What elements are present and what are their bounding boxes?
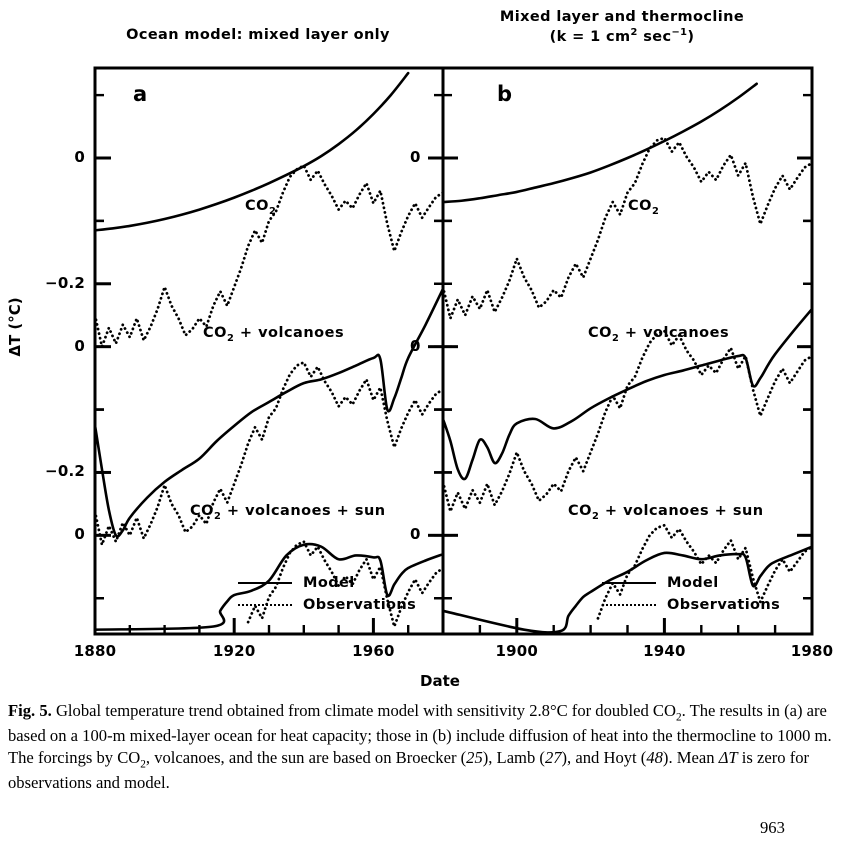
legend-panel-a: Model Observations — [238, 572, 416, 616]
caption-co2-subscript-1: 2 — [675, 711, 682, 724]
x-tick-label-b-2: 1980 — [790, 642, 834, 660]
legend-panel-b: Model Observations — [602, 572, 780, 616]
annotation-a-co2-subscript: 2 — [268, 205, 277, 217]
caption-part-4: . The results in (a) are based on a 100-… — [8, 701, 832, 767]
annotation-a-co2vs-text: CO — [190, 503, 214, 519]
x-tick-label-b-1: 1940 — [643, 642, 686, 660]
legend-row-observations-b: Observations — [602, 594, 780, 616]
annotation-b-co2v-subscript: 2 — [611, 332, 620, 344]
curve-panel-b-band-2-model — [441, 545, 814, 634]
panel-a-title: Ocean model: mixed layer only — [88, 26, 428, 45]
y-tick-label-left-3: 0 — [74, 336, 85, 355]
data-curves — [93, 71, 814, 634]
caption-ref-25: 25 — [466, 747, 483, 767]
x-tick-label-a-2: 1960 — [352, 642, 395, 660]
legend-line-solid-icon — [602, 577, 656, 589]
legend-row-observations-a: Observations — [238, 594, 416, 616]
annotation-b-co2vs-text: CO — [568, 503, 592, 519]
curve-panel-a-band-0-model — [93, 71, 410, 232]
panel-b-title-sec: sec — [637, 28, 672, 45]
y-tick-label-mid-0: 0 — [410, 148, 421, 166]
annotation-a-co2-text: CO — [245, 198, 269, 214]
y-tick-label-left-1: 0 — [74, 148, 85, 166]
annotation-b-co2v-suffix: + volcanoes — [619, 325, 730, 341]
panel-a-title-text: Ocean model: mixed layer only — [126, 27, 390, 43]
legend-label-model-a: Model — [303, 575, 355, 591]
annotation-a-co2vs-suffix: + volcanoes + sun — [221, 503, 386, 519]
caption-part-6: , volcanoes, and the sun are based on Br… — [145, 747, 467, 767]
caption-part-2: Global temperature trend obtained from c… — [51, 701, 676, 720]
plot-frames — [93, 66, 814, 636]
y-tick-label-left-5: 0 — [74, 525, 85, 544]
curve-panel-a-band-1-model — [93, 287, 445, 538]
figure-caption: Fig. 5. Global temperature trend obtaine… — [8, 700, 860, 793]
x-tick-label-b-0: 1900 — [495, 642, 539, 660]
annotation-a-co2-volcanoes: CO2 + volcanoes — [203, 325, 344, 344]
caption-ref-27: 27 — [544, 747, 562, 767]
panel-b-title-cm-exponent: 2 — [630, 26, 638, 38]
x-axis-label: Date — [420, 672, 460, 690]
curve-panel-b-band-1-observations — [441, 329, 814, 513]
annotation-b-co2vs-subscript: 2 — [591, 510, 600, 522]
y-tick-label-mid-2: 0 — [410, 525, 421, 544]
annotation-b-co2-subscript: 2 — [651, 205, 660, 217]
legend-label-model-b: Model — [667, 575, 719, 591]
legend-line-solid-icon — [238, 577, 292, 589]
annotation-a-co2v-text: CO — [203, 325, 227, 341]
legend-line-dotted-icon — [602, 599, 656, 611]
x-tick-label-a-1: 1920 — [212, 642, 256, 660]
legend-label-observations-b: Observations — [667, 597, 781, 613]
page-number: 963 — [760, 818, 785, 837]
annotation-b-co2-volcanoes-sun: CO2 + volcanoes + sun — [568, 503, 764, 522]
y-tick-label-left-2: −0.2 — [45, 273, 85, 292]
plot-frame — [93, 66, 814, 636]
annotation-a-co2: CO2 — [245, 198, 276, 217]
panel-letter-a: a — [133, 82, 148, 106]
annotation-a-co2-volcanoes-sun: CO2 + volcanoes + sun — [190, 503, 386, 522]
annotation-b-co2vs-suffix: + volcanoes + sun — [599, 503, 764, 519]
annotation-a-co2v-suffix: + volcanoes — [234, 325, 345, 341]
panel-b-title-k-prefix: (k = 1 cm — [549, 28, 631, 45]
caption-part-14: is zero for observations and model. — [8, 747, 810, 792]
caption-part-8: ), Lamb ( — [482, 747, 545, 767]
panel-b-title-line1: Mixed layer and thermocline — [499, 9, 745, 25]
curve-panel-b-band-1-model — [441, 307, 814, 481]
legend-row-model-a: Model — [238, 572, 416, 594]
y-tick-label-mid-1: 0 — [410, 336, 421, 355]
caption-part-12: ). Mean — [662, 747, 719, 767]
legend-label-observations-a: Observations — [303, 597, 417, 613]
caption-co2-subscript-2: 2 — [140, 757, 146, 770]
annotation-b-co2v-text: CO — [588, 325, 612, 341]
y-axis-label: ΔT (°C) — [6, 297, 24, 357]
curve-panel-a-band-0-observations — [93, 164, 445, 349]
caption-ref-48: 48 — [646, 747, 663, 767]
panel-b-title-line2: (k = 1 cm2 sec−1) — [452, 27, 792, 46]
panel-b-title-sec-exponent: −1 — [671, 26, 688, 38]
panel-b-title: Mixed layer and thermocline (k = 1 cm2 s… — [452, 8, 792, 46]
curve-panel-b-band-0-model — [441, 82, 758, 204]
panel-letter-b: b — [497, 82, 513, 106]
curve-panel-a-band-2-model — [93, 542, 445, 631]
legend-row-model-b: Model — [602, 572, 780, 594]
caption-part-10: ), and Hoyt ( — [561, 747, 647, 767]
curve-panel-a-band-1-observations — [93, 360, 445, 547]
caption-delta-t: ΔT — [718, 747, 738, 767]
x-tick-label-a-0: 1880 — [73, 642, 117, 660]
legend-line-dotted-icon — [238, 599, 292, 611]
annotation-b-co2: CO2 — [628, 198, 659, 217]
curve-panel-a-band-2-observations — [246, 540, 445, 628]
annotation-a-co2vs-subscript: 2 — [213, 510, 222, 522]
caption-figure-label: Fig. 5. — [8, 701, 52, 720]
annotation-a-co2v-subscript: 2 — [226, 332, 235, 344]
curve-panel-b-band-2-observations — [596, 523, 814, 620]
annotation-b-co2-volcanoes: CO2 + volcanoes — [588, 325, 729, 344]
panel-b-title-close-paren: ) — [687, 28, 695, 45]
curve-panel-b-band-0-observations — [441, 136, 814, 320]
annotation-b-co2-text: CO — [628, 198, 652, 214]
chart-canvas — [93, 66, 814, 636]
y-tick-label-left-4: −0.2 — [45, 462, 85, 481]
